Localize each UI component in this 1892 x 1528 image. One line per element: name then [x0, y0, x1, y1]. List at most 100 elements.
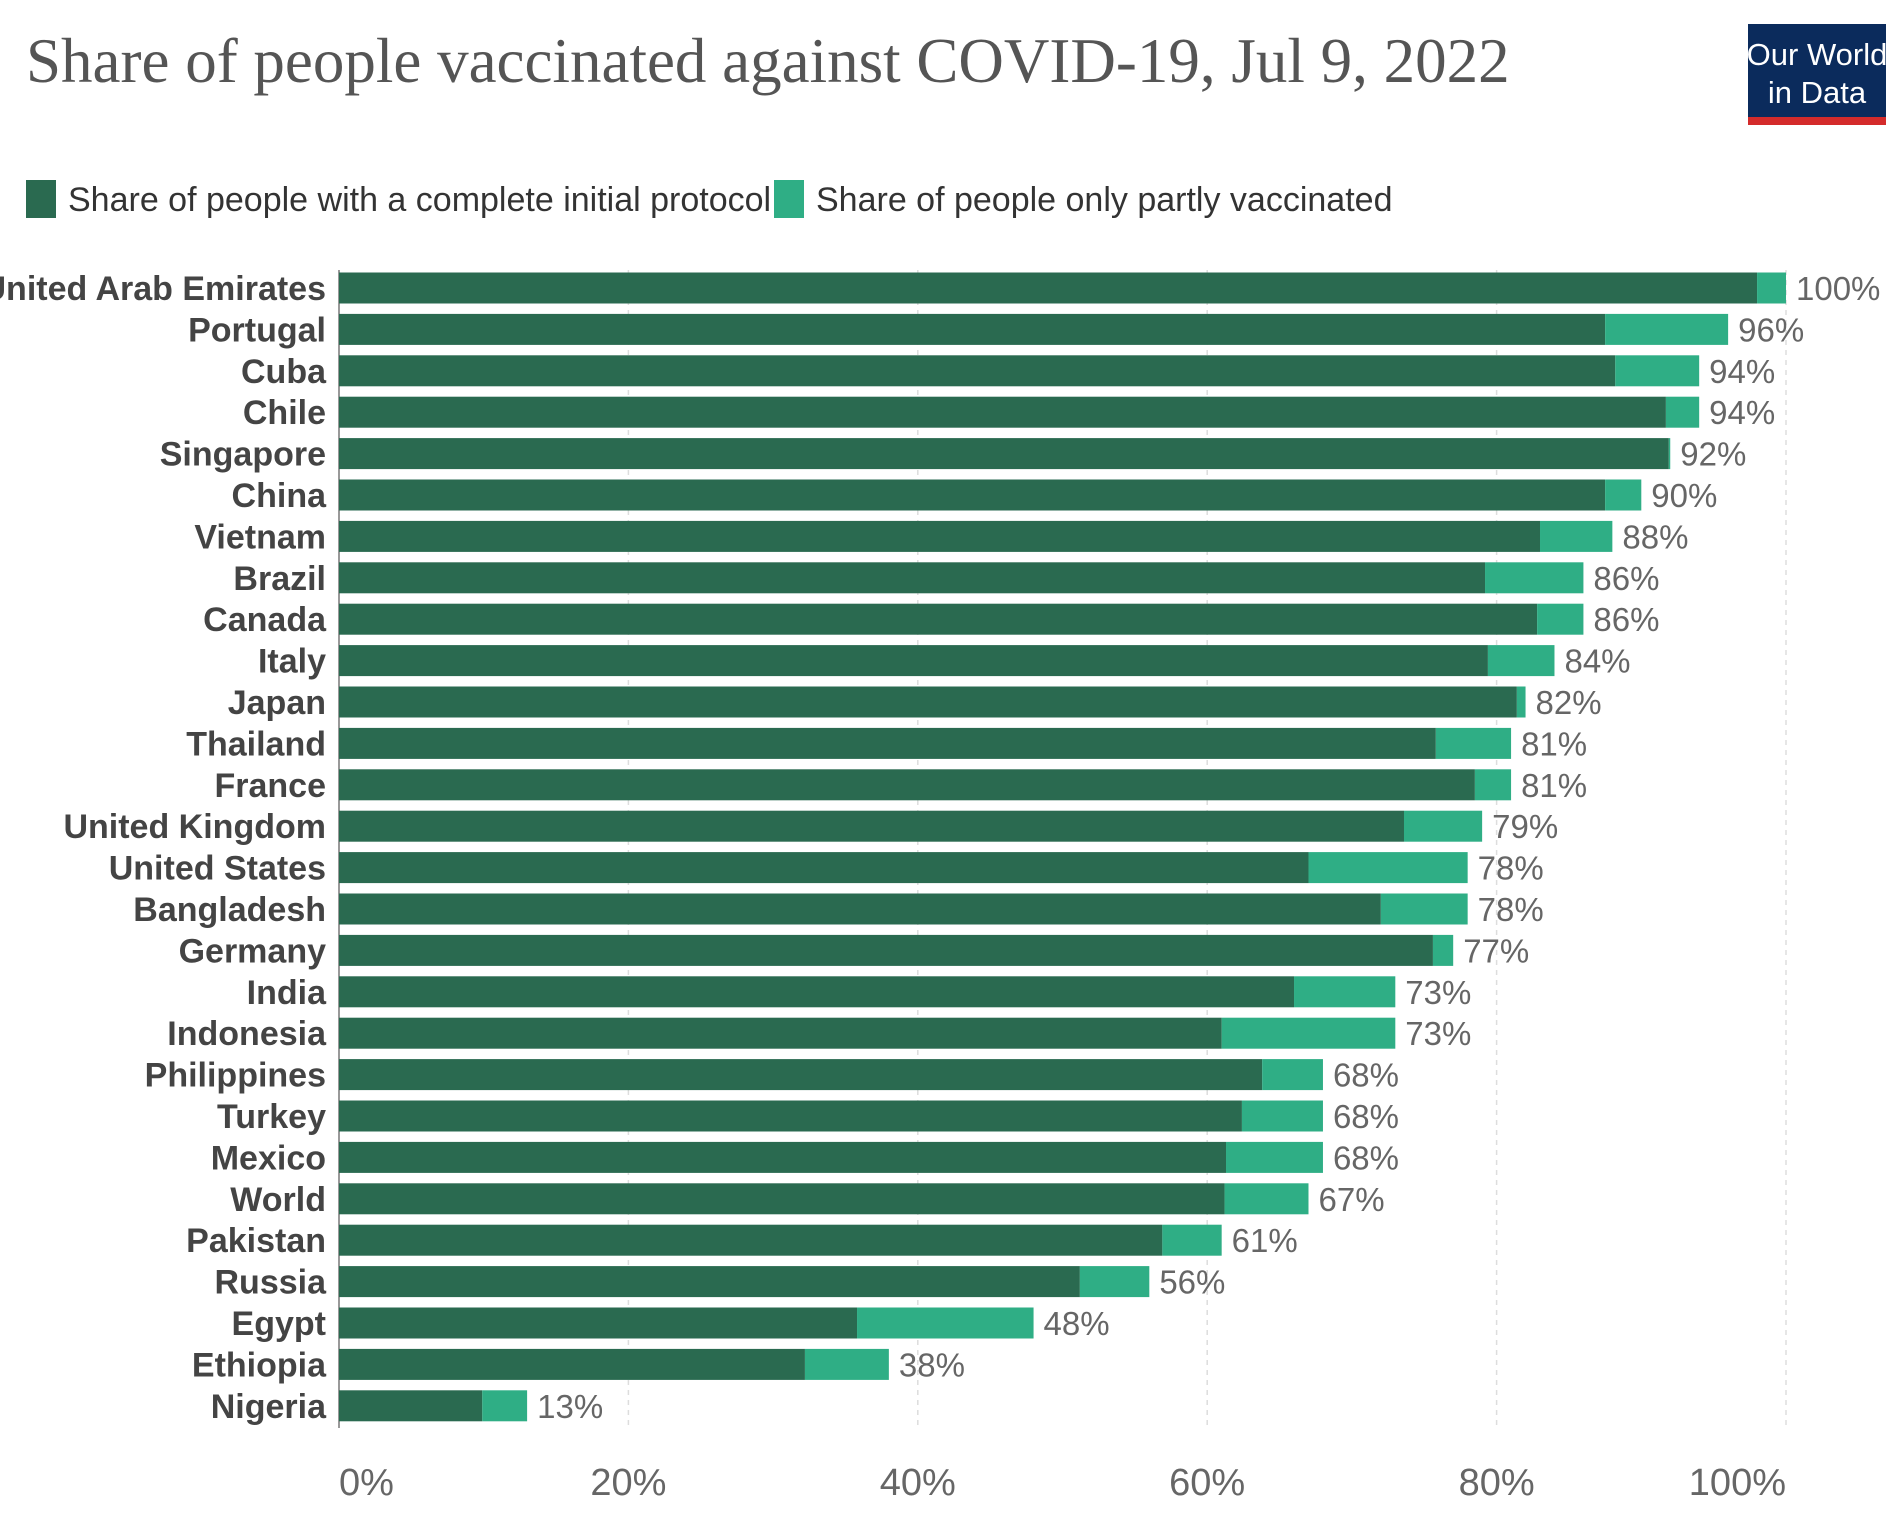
bar-complete[interactable] — [339, 562, 1486, 594]
bar-row[interactable] — [339, 1390, 528, 1422]
bar-partial[interactable] — [1540, 520, 1613, 552]
bar-partial[interactable] — [1294, 976, 1396, 1008]
category-label: Vietnam — [194, 518, 326, 556]
bar-partial[interactable] — [1079, 1266, 1150, 1298]
bar-complete[interactable] — [339, 1348, 805, 1380]
chart-title: Share of people vaccinated against COVID… — [26, 26, 1510, 96]
bar-row[interactable] — [339, 976, 1396, 1008]
legend-item-partial[interactable]: Share of people only partly vaccinated — [774, 180, 1392, 219]
bar-complete[interactable] — [339, 810, 1404, 842]
bar-row[interactable] — [339, 1224, 1222, 1256]
bar-partial[interactable] — [1605, 313, 1729, 345]
bar-complete[interactable] — [339, 852, 1309, 884]
bar-complete[interactable] — [339, 1307, 858, 1339]
value-label: 77% — [1463, 932, 1529, 969]
value-label: 73% — [1405, 1015, 1471, 1052]
value-label: 56% — [1159, 1264, 1225, 1301]
bar-partial[interactable] — [1537, 603, 1584, 635]
logo-line-1: Our World — [1747, 37, 1888, 72]
bar-partial[interactable] — [1262, 1059, 1323, 1091]
legend-item-complete[interactable]: Share of people with a complete initial … — [26, 180, 771, 219]
bar-complete[interactable] — [339, 893, 1381, 925]
bar-partial[interactable] — [1403, 810, 1483, 842]
bar-complete[interactable] — [339, 438, 1669, 470]
bar-complete[interactable] — [339, 1017, 1222, 1049]
bar-complete[interactable] — [339, 1141, 1227, 1173]
bar-row[interactable] — [339, 1141, 1323, 1173]
bar-partial[interactable] — [1757, 272, 1786, 304]
bar-row[interactable] — [339, 272, 1786, 304]
bar-complete[interactable] — [339, 272, 1758, 304]
bar-row[interactable] — [339, 1348, 889, 1380]
bar-partial[interactable] — [1516, 686, 1526, 718]
bar-row[interactable] — [339, 769, 1512, 801]
bar-complete[interactable] — [339, 520, 1541, 552]
bar-complete[interactable] — [339, 396, 1666, 428]
bar-complete[interactable] — [339, 645, 1488, 677]
bar-partial[interactable] — [1435, 727, 1512, 759]
category-label: Singapore — [160, 436, 326, 474]
bar-complete[interactable] — [339, 1390, 483, 1422]
bar-row[interactable] — [339, 686, 1526, 718]
bar-complete[interactable] — [339, 727, 1436, 759]
bar-partial[interactable] — [482, 1390, 528, 1422]
bar-row[interactable] — [339, 520, 1613, 552]
owid-logo[interactable]: Our World in Data — [1747, 24, 1888, 125]
bar-row[interactable] — [339, 1266, 1150, 1298]
bar-row[interactable] — [339, 810, 1483, 842]
value-label: 94% — [1709, 394, 1775, 431]
bar-complete[interactable] — [339, 479, 1606, 511]
bar-complete[interactable] — [339, 976, 1295, 1008]
bar-row[interactable] — [339, 479, 1642, 511]
bar-partial[interactable] — [1221, 1017, 1396, 1049]
bar-complete[interactable] — [339, 1224, 1163, 1256]
value-labels: 100% 96% 94% 94% 92% 90% 88% 86% 86% 84% 82% 81% 81%… — [537, 270, 1880, 1425]
bar-complete[interactable] — [339, 355, 1616, 387]
bar-row[interactable] — [339, 1017, 1396, 1049]
bar-row[interactable] — [339, 934, 1454, 966]
bar-row[interactable] — [339, 1307, 1034, 1339]
bar-partial[interactable] — [1668, 438, 1671, 470]
bar-partial[interactable] — [804, 1348, 889, 1380]
category-label: France — [215, 767, 327, 805]
bar-row[interactable] — [339, 396, 1700, 428]
bar-complete[interactable] — [339, 1100, 1242, 1132]
bar-complete[interactable] — [339, 313, 1606, 345]
category-label: Bangladesh — [133, 891, 326, 929]
bar-partial[interactable] — [1487, 645, 1555, 677]
bar-partial[interactable] — [1162, 1224, 1222, 1256]
bar-partial[interactable] — [1241, 1100, 1323, 1132]
bar-partial[interactable] — [1665, 396, 1700, 428]
bar-row[interactable] — [339, 645, 1555, 677]
bar-row[interactable] — [339, 1183, 1309, 1215]
bar-row[interactable] — [339, 562, 1584, 594]
bar-partial[interactable] — [1308, 852, 1468, 884]
bar-complete[interactable] — [339, 1059, 1263, 1091]
bar-partial[interactable] — [1474, 769, 1512, 801]
category-label: Brazil — [233, 560, 326, 598]
bar-partial[interactable] — [1605, 479, 1642, 511]
bar-complete[interactable] — [339, 1183, 1225, 1215]
bar-complete[interactable] — [339, 934, 1433, 966]
bar-row[interactable] — [339, 1059, 1323, 1091]
bar-partial[interactable] — [1226, 1141, 1323, 1173]
bar-row[interactable] — [339, 603, 1584, 635]
bar-row[interactable] — [339, 1100, 1323, 1132]
bar-row[interactable] — [339, 727, 1512, 759]
bar-row[interactable] — [339, 438, 1671, 470]
bar-row[interactable] — [339, 355, 1700, 387]
bar-partial[interactable] — [1432, 934, 1454, 966]
bar-partial[interactable] — [1224, 1183, 1309, 1215]
bar-partial[interactable] — [857, 1307, 1034, 1339]
bar-complete[interactable] — [339, 603, 1538, 635]
bar-partial[interactable] — [1380, 893, 1468, 925]
bar-row[interactable] — [339, 852, 1468, 884]
bar-complete[interactable] — [339, 686, 1517, 718]
bar-partial[interactable] — [1485, 562, 1584, 594]
bar-partial[interactable] — [1615, 355, 1700, 387]
bar-complete[interactable] — [339, 769, 1475, 801]
bar-row[interactable] — [339, 313, 1729, 345]
bar-row[interactable] — [339, 893, 1468, 925]
bar-complete[interactable] — [339, 1266, 1080, 1298]
value-label: 68% — [1333, 1098, 1399, 1135]
